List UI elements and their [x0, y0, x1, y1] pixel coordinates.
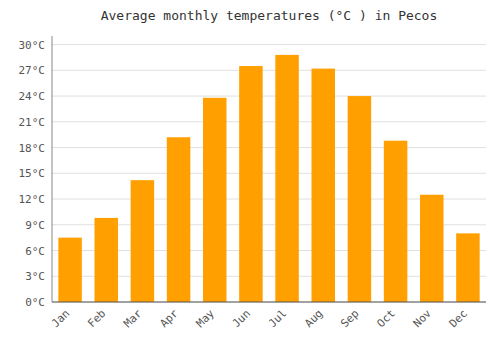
y-tick-label: 3°C	[25, 270, 45, 283]
x-tick-label: Dec	[447, 307, 470, 330]
bar	[420, 195, 444, 302]
grid-line	[52, 121, 486, 122]
x-tick-label: Aug	[302, 307, 325, 330]
grid-line	[52, 44, 486, 45]
bars	[58, 55, 479, 302]
grid-line	[52, 96, 486, 97]
y-tick-label: 15°C	[19, 167, 46, 180]
chart-title: Average monthly temperatures (°C ) in Pe…	[101, 8, 438, 23]
grid-line	[52, 147, 486, 148]
grid	[52, 45, 486, 302]
x-tick-label: May	[194, 307, 218, 331]
bar	[58, 238, 82, 302]
bar	[94, 218, 118, 302]
bar	[384, 141, 408, 302]
x-tick-label: Sep	[338, 307, 361, 330]
bar	[275, 55, 299, 302]
y-tick-label: 9°C	[25, 219, 45, 232]
x-tick-label: Jun	[230, 307, 253, 330]
y-tick-label: 27°C	[19, 64, 46, 77]
grid-line	[52, 173, 486, 174]
bar	[239, 66, 263, 302]
x-tick-label: Jul	[266, 307, 289, 330]
grid-line	[52, 302, 486, 303]
x-tick-label: Apr	[157, 307, 181, 331]
x-axis: Jan Feb Mar Apr May Jun Jul Aug Sep Oct Nov Dec	[49, 307, 470, 331]
bar	[456, 233, 480, 302]
bar	[311, 69, 335, 302]
bar	[167, 137, 191, 302]
x-tick-label: Oct	[374, 307, 397, 330]
bar	[348, 96, 372, 302]
x-axis-line	[52, 302, 486, 303]
y-tick-label: 24°C	[19, 90, 46, 103]
x-tick-label: Feb	[85, 307, 108, 330]
y-tick-label: 18°C	[19, 142, 46, 155]
x-tick-label: Nov	[411, 307, 435, 331]
y-axis: 0°C 3°C 6°C 9°C 12°C 15°C 18°C 21°C 24°C 27°C 30°C	[19, 39, 46, 309]
y-tick-label: 30°C	[19, 39, 46, 52]
y-tick-label: 12°C	[19, 193, 46, 206]
chart-container: Average monthly temperatures (°C ) in Pe…	[0, 0, 500, 350]
x-tick-label: Jan	[49, 307, 72, 330]
bar	[131, 180, 155, 302]
bar	[203, 98, 227, 302]
grid-line	[52, 70, 486, 71]
y-tick-label: 0°C	[25, 296, 45, 309]
y-tick-label: 6°C	[25, 245, 45, 258]
y-axis-line	[52, 36, 53, 302]
x-tick-label: Mar	[121, 307, 145, 331]
chart-svg: Average monthly temperatures (°C ) in Pe…	[0, 0, 500, 350]
y-tick-label: 21°C	[19, 116, 46, 129]
